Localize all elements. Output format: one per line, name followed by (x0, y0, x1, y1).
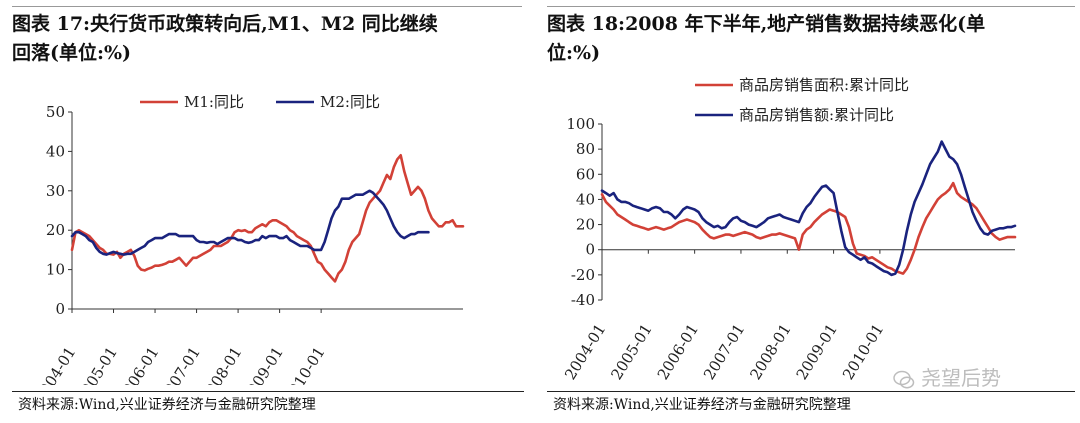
series-line-2 (70, 189, 430, 256)
title-line-2: 回落(单位:%) (12, 42, 132, 64)
x-tick-label: 2009-01 (239, 344, 287, 385)
wechat-icon (893, 369, 915, 391)
x-tick-label: 2005-01 (607, 321, 655, 383)
x-tick-label: 2010-01 (280, 344, 328, 385)
series-line-2 (600, 140, 1017, 277)
figure-18-panel: 图表 18:2008 年下半年,地产销售数据持续恶化(单 位:%) -40 -20… (545, 0, 1080, 423)
y-tick-label: 50 (46, 103, 65, 121)
top-rule (547, 6, 1075, 7)
y-tick-label: 30 (46, 182, 65, 200)
legend-label: 商品房销售额:累计同比 (739, 106, 894, 124)
x-tick-label: 2010-01 (839, 321, 887, 383)
y-tick-label: -20 (571, 266, 595, 284)
y-tick-label: 80 (576, 140, 595, 158)
x-tick-label: 2008-01 (746, 321, 794, 383)
series-line-1 (70, 154, 465, 283)
y-tick-label: -40 (571, 291, 595, 309)
m1-m2-line-chart: 010203040502004-012005-012006-012007-012… (31, 93, 465, 385)
figure-17-panel: 图表 17:央行货币政策转向后,M1、M2 同比继续 回落(单位:%) 0 10 2… (0, 0, 530, 423)
legend-label: M1:同比 (184, 93, 244, 111)
x-tick-label: 2004-01 (561, 321, 609, 383)
y-tick-label: 40 (576, 190, 595, 208)
y-tick-label: 100 (566, 115, 595, 133)
x-tick-label: 2006-01 (114, 344, 162, 385)
y-tick-label: 0 (585, 241, 595, 259)
x-tick-label: 2006-01 (654, 321, 702, 383)
x-tick-label: 2009-01 (793, 321, 841, 383)
y-tick-label: 60 (576, 165, 595, 183)
title-line-1: 图表 17:央行货币政策转向后,M1、M2 同比继续 (12, 13, 438, 35)
x-tick-label: 2007-01 (700, 321, 748, 383)
figure-17-title: 图表 17:央行货币政策转向后,M1、M2 同比继续 回落(单位:%) (12, 10, 517, 68)
source-note: 资料来源:Wind,兴业证券经济与金融研究院整理 (553, 397, 851, 413)
y-tick-label: 10 (46, 261, 65, 279)
bottom-rule (12, 391, 524, 392)
title-line-1: 图表 18:2008 年下半年,地产销售数据持续恶化(单 (547, 13, 986, 35)
y-tick-label: 0 (55, 300, 65, 318)
figure-18-title: 图表 18:2008 年下半年,地产销售数据持续恶化(单 位:%) (547, 10, 1067, 68)
top-rule (12, 6, 522, 7)
property-sales-line-chart: -40-200204060801002004-012005-012006-012… (561, 76, 1017, 383)
watermark-text: 尧望后势 (921, 366, 1001, 390)
y-tick-label: 40 (46, 142, 65, 160)
watermark: 尧望后势 (893, 362, 1001, 391)
x-tick-label: 2007-01 (156, 344, 204, 385)
legend-label: M2:同比 (320, 93, 380, 111)
y-tick-label: 20 (576, 216, 595, 234)
bottom-rule (547, 391, 1075, 392)
title-line-2: 位:%) (547, 42, 601, 64)
series-line-1 (600, 181, 1017, 275)
legend-label: 商品房销售面积:累计同比 (739, 76, 909, 94)
y-tick-label: 20 (46, 221, 65, 239)
x-tick-label: 2008-01 (197, 344, 245, 385)
source-note: 资料来源:Wind,兴业证券经济与金融研究院整理 (18, 397, 316, 413)
x-tick-label: 2005-01 (73, 344, 121, 385)
x-tick-label: 2004-01 (31, 344, 79, 385)
